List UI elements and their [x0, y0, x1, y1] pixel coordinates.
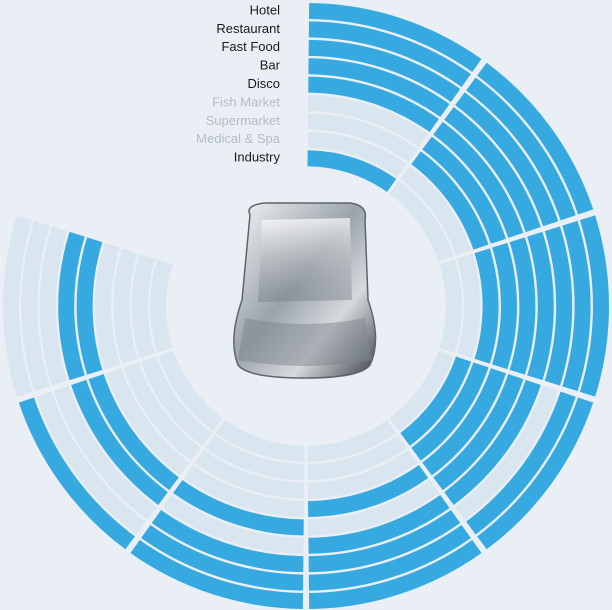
ring-segment	[455, 92, 559, 227]
ring-segment	[474, 248, 499, 364]
ring-segment	[141, 524, 304, 591]
ring-segment	[130, 539, 303, 609]
ring-segment	[194, 449, 305, 499]
category-label: Fish Market	[212, 94, 280, 109]
ring-segment	[113, 248, 138, 364]
category-label: Medical & Spa	[196, 131, 281, 146]
ring-segment	[544, 226, 573, 386]
ring-segment	[492, 242, 517, 370]
ring-segment	[400, 166, 472, 256]
ring-segment	[433, 121, 524, 238]
ring-segment	[307, 131, 407, 178]
ring-segment	[562, 220, 591, 392]
ring-segment	[21, 220, 50, 392]
ring-segment	[422, 136, 506, 244]
ice-cube	[233, 202, 377, 379]
ring-segment	[411, 151, 489, 250]
ring-segment	[389, 180, 454, 262]
ring-segment	[466, 77, 576, 221]
ring-segment	[307, 419, 397, 462]
category-label: Fast Food	[221, 39, 280, 54]
ring-segment	[307, 113, 418, 163]
ring-segment	[76, 237, 103, 375]
ring-segment	[308, 479, 439, 536]
ring-segment	[527, 231, 554, 381]
ring-segment	[509, 237, 536, 375]
ring-segment	[308, 524, 471, 591]
ring-segment	[444, 107, 541, 233]
ring-segment	[308, 58, 450, 118]
ring-segment	[205, 434, 305, 481]
category-label: Disco	[247, 76, 280, 91]
ring-segment	[411, 362, 489, 461]
ring-segment	[307, 449, 418, 499]
ring-segment	[389, 350, 454, 432]
ring-segment	[183, 464, 304, 517]
ring-segment	[58, 231, 85, 381]
ring-segment	[308, 76, 439, 133]
ring-segment	[307, 150, 397, 193]
category-label: Restaurant	[216, 21, 280, 36]
ring-segment	[309, 539, 482, 609]
ring-segment	[477, 397, 594, 550]
ring-segment	[173, 479, 304, 536]
category-label: Hotel	[250, 2, 280, 17]
ring-segment	[39, 226, 68, 386]
ring-segment	[95, 242, 120, 370]
ring-segment	[422, 368, 506, 476]
ring-segment	[53, 385, 157, 520]
ring-segment	[400, 356, 472, 446]
ring-segment	[308, 39, 461, 103]
ring-segment	[466, 391, 576, 535]
ring-segment	[106, 368, 190, 476]
ring-segment	[3, 215, 33, 397]
ring-segment	[158, 350, 223, 432]
ring-segment	[444, 379, 541, 505]
ring-segment	[71, 379, 168, 505]
ring-segment	[123, 362, 201, 461]
ring-segment	[433, 374, 524, 491]
ring-segment	[455, 385, 559, 520]
ring-segment	[456, 253, 481, 359]
ring-segment	[150, 259, 173, 353]
ring-segment	[131, 253, 156, 359]
ring-segment	[308, 494, 450, 554]
ring-segment	[439, 259, 462, 353]
category-label: Industry	[234, 150, 281, 165]
ring-segment	[140, 356, 212, 446]
ring-segment	[308, 21, 471, 88]
ring-segment	[151, 509, 304, 573]
ring-segment	[162, 494, 304, 554]
category-label: Bar	[260, 58, 281, 73]
ring-segment	[36, 391, 146, 535]
ring-segment	[18, 397, 135, 550]
ring-segment	[308, 464, 429, 517]
ring-segment	[477, 62, 594, 215]
ring-segment	[309, 3, 482, 73]
ring-segment	[579, 215, 609, 397]
category-label: Supermarket	[206, 113, 281, 128]
ring-segment	[215, 419, 305, 462]
ring-segment	[308, 95, 429, 148]
ring-segment	[308, 509, 461, 573]
ring-segment	[88, 374, 179, 491]
ring-segment	[307, 434, 407, 481]
